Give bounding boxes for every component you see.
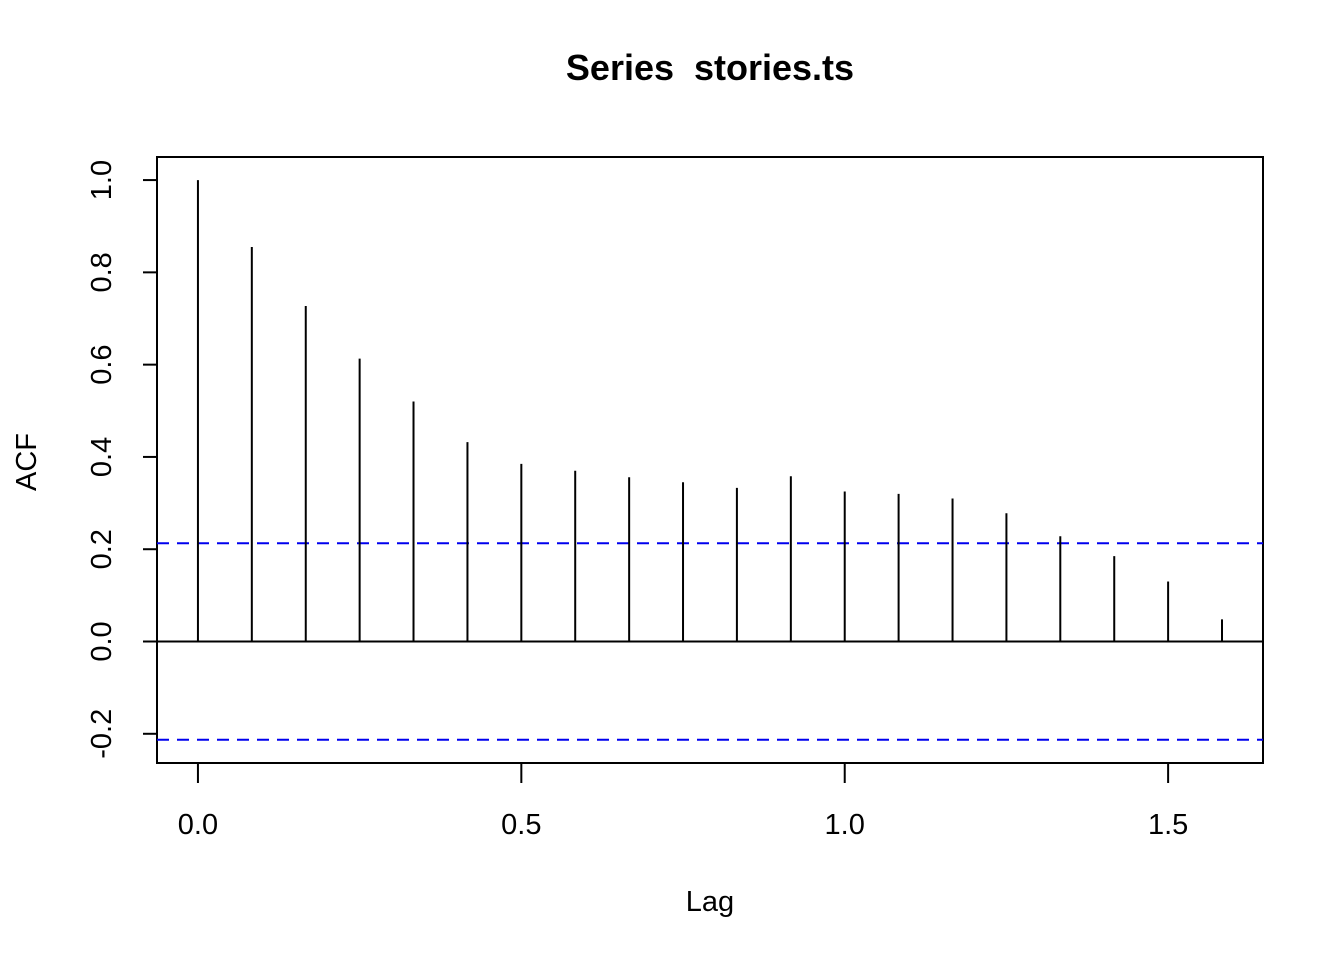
y-tick-label: -0.2: [86, 709, 118, 759]
y-tick-label: 0.2: [86, 529, 118, 569]
y-tick-label: 1.0: [86, 160, 118, 200]
chart-title: Series stories.ts: [566, 47, 854, 88]
y-tick-label: 0.0: [86, 621, 118, 661]
acf-bars: [196, 180, 1223, 642]
confidence-bounds: [157, 542, 1263, 741]
y-axis-title: ACF: [11, 433, 43, 491]
y-axis: -0.2 0.0 0.2 0.4 0.6 0.8 1.0: [86, 160, 158, 759]
x-tick-label: 0.5: [501, 809, 541, 841]
x-tick-label: 1.5: [1148, 809, 1188, 841]
x-axis: 0.0 0.5 1.0 1.5: [178, 762, 1188, 841]
plot-frame: [156, 156, 1264, 764]
x-tick-label: 0.0: [178, 809, 218, 841]
x-tick-label: 1.0: [825, 809, 865, 841]
y-tick-label: 0.4: [86, 437, 118, 477]
x-axis-title: Lag: [686, 886, 734, 918]
y-tick-label: 0.8: [86, 252, 118, 292]
y-tick-label: 0.6: [86, 344, 118, 384]
